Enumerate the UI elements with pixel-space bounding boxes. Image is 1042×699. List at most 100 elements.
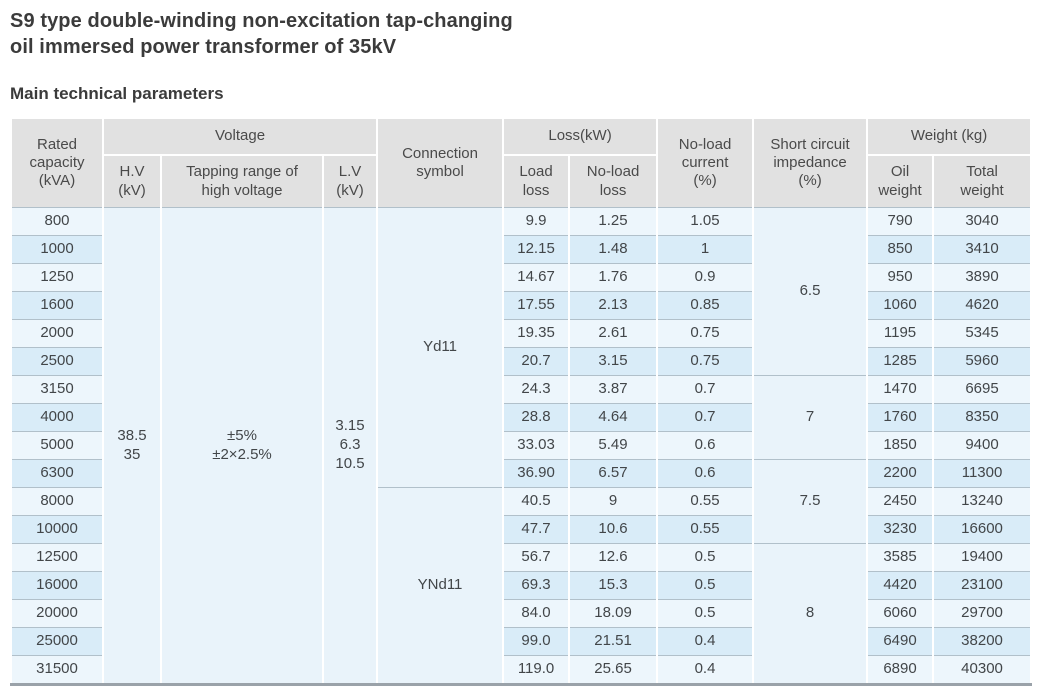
table-row: 3150 24.3 3.87 0.7 7 1470 6695 [12,375,1031,459]
cell-impedance-group: 8 [754,543,867,683]
table-row: 31500 119.0 25.65 0.4 6890 40300 [12,655,1031,683]
cell-total-weight: 29700 [934,599,1031,627]
table-row: 1250 14.67 1.76 0.9 950 3890 [12,263,1031,291]
cell-load-loss: 99.0 [504,627,569,655]
cell-total-weight: 5345 [934,319,1031,347]
cell-oil-weight: 4420 [868,571,933,599]
cell-oil-weight: 790 [868,207,933,235]
cell-capacity: 16000 [12,571,102,599]
cell-total-weight: 40300 [934,655,1031,683]
cell-oil-weight: 3585 [868,543,933,571]
cell-load-loss: 14.67 [504,263,569,291]
table-row: 4000 28.8 4.64 0.7 1760 8350 [12,403,1031,431]
cell-no-load-current: 0.7 [658,375,753,403]
cell-load-loss: 9.9 [504,207,569,235]
cell-no-load-loss: 3.15 [570,347,657,375]
cell-capacity: 10000 [12,515,102,543]
cell-no-load-loss: 10.6 [570,515,657,543]
table-row: 25000 99.0 21.51 0.4 6490 38200 [12,627,1031,655]
cell-no-load-current: 0.55 [658,515,753,543]
cell-oil-weight: 1060 [868,291,933,319]
cell-capacity: 25000 [12,627,102,655]
cell-no-load-loss: 1.76 [570,263,657,291]
header-loss-group: Loss(kW) [504,119,657,156]
cell-load-loss: 20.7 [504,347,569,375]
header-voltage-group: Voltage [104,119,377,156]
header-load-loss: Load loss [504,156,569,207]
header-connection-symbol: Connection symbol [378,119,503,207]
cell-no-load-current: 0.6 [658,431,753,459]
cell-oil-weight: 3230 [868,515,933,543]
table-row: 12500 56.7 12.6 0.5 8 3585 19400 [12,543,1031,683]
cell-no-load-loss: 15.3 [570,571,657,599]
cell-oil-weight: 6890 [868,655,933,683]
cell-no-load-loss: 4.64 [570,403,657,431]
cell-no-load-current: 0.85 [658,291,753,319]
header-total-weight: Total weight [934,156,1031,207]
cell-capacity: 3150 [12,375,102,403]
cell-no-load-current: 0.5 [658,543,753,571]
cell-no-load-loss: 5.49 [570,431,657,459]
cell-load-loss: 47.7 [504,515,569,543]
cell-oil-weight: 1195 [868,319,933,347]
header-oil-weight: Oil weight [868,156,933,207]
cell-impedance-group: 7.5 [754,459,867,543]
cell-load-loss: 69.3 [504,571,569,599]
cell-total-weight: 23100 [934,571,1031,599]
cell-capacity: 6300 [12,459,102,487]
cell-impedance-group: 7 [754,375,867,459]
cell-no-load-current: 0.7 [658,403,753,431]
table-row: 2000 19.35 2.61 0.75 1195 5345 [12,319,1031,347]
cell-capacity: 2000 [12,319,102,347]
cell-capacity: 1250 [12,263,102,291]
parameters-table: Rated capacity (kVA) Voltage Connection … [10,119,1032,683]
cell-no-load-current: 0.5 [658,599,753,627]
table-row: 10000 47.7 10.6 0.55 3230 16600 [12,515,1031,543]
section-title: Main technical parameters [10,84,224,103]
cell-load-loss: 33.03 [504,431,569,459]
cell-no-load-current: 0.4 [658,655,753,683]
cell-no-load-current: 0.6 [658,459,753,487]
table-row: 1600 17.55 2.13 0.85 1060 4620 [12,291,1031,319]
cell-capacity: 1600 [12,291,102,319]
cell-no-load-loss: 9 [570,487,657,515]
cell-oil-weight: 1470 [868,375,933,403]
cell-no-load-loss: 3.87 [570,375,657,403]
cell-no-load-loss: 21.51 [570,627,657,655]
cell-total-weight: 4620 [934,291,1031,319]
cell-load-loss: 12.15 [504,235,569,263]
table-row: 1000 12.15 1.48 1 850 3410 [12,235,1031,263]
table-row: 2500 20.7 3.15 0.75 1285 5960 [12,347,1031,375]
cell-total-weight: 16600 [934,515,1031,543]
cell-load-loss: 19.35 [504,319,569,347]
header-no-load-loss: No-load loss [570,156,657,207]
cell-load-loss: 84.0 [504,599,569,627]
header-short-circuit-impedance: Short circuit impedance (%) [754,119,867,207]
page-title: S9 type double-winding non-excitation ta… [10,8,1032,60]
table-header: Rated capacity (kVA) Voltage Connection … [12,119,1031,207]
table-body: 800 38.5 35 ±5% ±2×2.5% 3.15 6.3 10.5 Yd… [12,207,1031,683]
cell-no-load-loss: 2.13 [570,291,657,319]
cell-total-weight: 6695 [934,375,1031,403]
table-row: 20000 84.0 18.09 0.5 6060 29700 [12,599,1031,627]
cell-capacity: 8000 [12,487,102,515]
cell-no-load-loss: 1.25 [570,207,657,235]
cell-total-weight: 8350 [934,403,1031,431]
table-row: 800 38.5 35 ±5% ±2×2.5% 3.15 6.3 10.5 Yd… [12,207,1031,683]
cell-load-loss: 119.0 [504,655,569,683]
cell-total-weight: 5960 [934,347,1031,375]
cell-no-load-loss: 1.48 [570,235,657,263]
cell-total-weight: 3040 [934,207,1031,235]
cell-no-load-current: 0.75 [658,347,753,375]
cell-total-weight: 19400 [934,543,1031,571]
cell-load-loss: 17.55 [504,291,569,319]
cell-tapping-shared: ±5% ±2×2.5% [162,207,322,683]
cell-total-weight: 38200 [934,627,1031,655]
cell-no-load-current: 0.55 [658,487,753,515]
cell-no-load-current: 0.4 [658,627,753,655]
header-rated-capacity: Rated capacity (kVA) [12,119,102,207]
cell-no-load-current: 1.05 [658,207,753,235]
header-tapping-range: Tapping range of high voltage [162,156,322,207]
table-row: 8000 YNd11 40.5 9 0.55 2450 13240 [12,487,1031,683]
cell-no-load-current: 1 [658,235,753,263]
